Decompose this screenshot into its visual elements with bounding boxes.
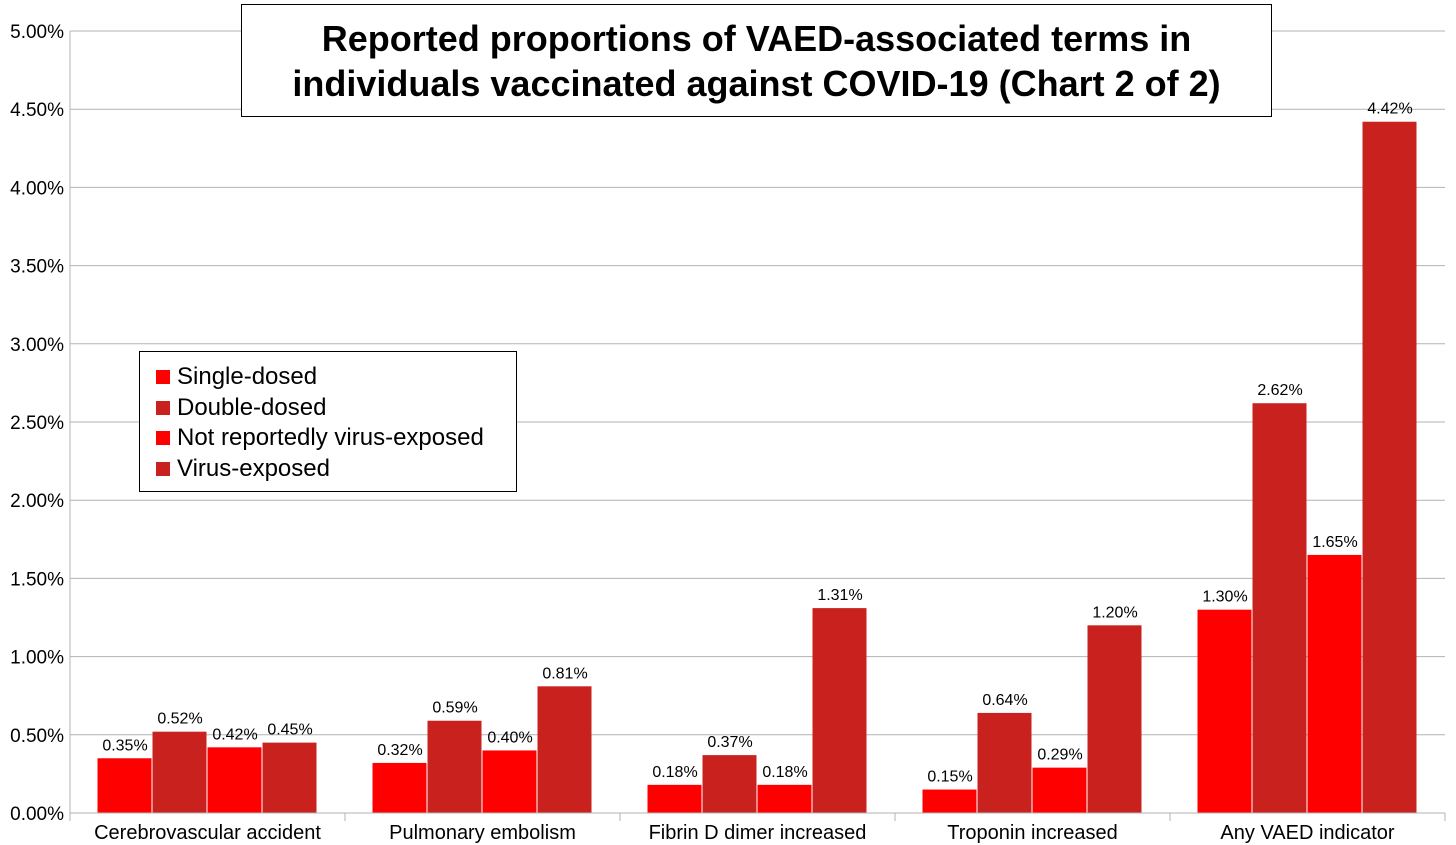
bar: [702, 755, 757, 813]
bar: [1307, 554, 1362, 813]
data-label: 1.30%: [1202, 589, 1247, 606]
y-tick-label: 0.50%: [10, 726, 64, 747]
y-tick-label: 1.00%: [10, 648, 64, 669]
legend-item: Virus-exposed: [156, 454, 516, 485]
y-tick-label: 0.00%: [10, 804, 64, 825]
y-tick-label: 3.50%: [10, 257, 64, 278]
bar: [97, 758, 152, 813]
data-label: 0.37%: [707, 734, 752, 751]
legend-swatch: [156, 400, 170, 415]
legend: Single-dosed Double-dosed Not reportedly v…: [139, 351, 517, 492]
y-tick-label: 4.50%: [10, 100, 64, 121]
bar: [1362, 121, 1417, 814]
bar: [1252, 403, 1307, 813]
data-label: 0.32%: [377, 742, 422, 759]
data-label: 0.15%: [927, 769, 972, 786]
data-label: 0.52%: [157, 711, 202, 728]
bars: [97, 121, 1417, 814]
y-tick-label: 2.00%: [10, 491, 64, 512]
chart-title: Reported proportions of VAED-associated …: [292, 17, 1221, 104]
x-axis-categories: Cerebrovascular accident Pulmonary emboli…: [69, 813, 1446, 844]
bar: [812, 608, 867, 813]
x-category-label: Pulmonary embolism: [389, 822, 576, 844]
data-label: 0.64%: [982, 692, 1027, 709]
data-label: 0.45%: [267, 722, 312, 739]
y-tick-label: 4.00%: [10, 178, 64, 199]
bar: [1032, 767, 1087, 813]
data-label: 0.42%: [212, 726, 257, 743]
bar: [757, 784, 812, 813]
legend-item: Not reportedly virus-exposed: [156, 423, 516, 454]
data-label: 1.31%: [817, 587, 862, 604]
y-tick-label: 5.00%: [10, 22, 64, 43]
data-label: 0.40%: [487, 729, 532, 746]
y-tick-label: 3.00%: [10, 335, 64, 356]
data-label: 2.62%: [1257, 382, 1302, 399]
chart-title-box: Reported proportions of VAED-associated …: [241, 4, 1272, 117]
data-label: 0.59%: [432, 700, 477, 717]
data-label: 0.81%: [542, 665, 587, 682]
bar: [1087, 625, 1142, 813]
legend-label: Not reportedly virus-exposed: [177, 424, 484, 452]
data-label: 0.18%: [762, 764, 807, 781]
x-category-label: Troponin increased: [947, 822, 1117, 844]
x-category-label: Any VAED indicator: [1220, 822, 1394, 844]
bar: [262, 742, 317, 813]
legend-item: Double-dosed: [156, 393, 516, 424]
bar: [372, 762, 427, 813]
bar: [647, 784, 702, 813]
data-label: 1.65%: [1312, 534, 1357, 551]
data-label: 0.35%: [102, 737, 147, 754]
bar: [152, 731, 207, 813]
data-labels: 0.35% 0.52% 0.42% 0.45% 0.32% 0.59% 0.40% 0.81%…: [102, 101, 1412, 786]
legend-swatch: [156, 461, 170, 476]
bar: [427, 720, 482, 813]
legend-item: Single-dosed: [156, 362, 516, 393]
y-tick-label: 1.50%: [10, 569, 64, 590]
bar: [1197, 609, 1252, 813]
y-axis-ticks: 0.00% 0.50% 1.00% 1.50% 2.00% 2.50% 3.00% 3.50%…: [10, 22, 64, 825]
data-label: 1.20%: [1092, 604, 1137, 621]
bar: [922, 789, 977, 813]
bar: [482, 750, 537, 813]
bar: [977, 712, 1032, 813]
x-category-label: Fibrin D dimer increased: [649, 822, 867, 844]
bar: [537, 686, 592, 813]
legend-label: Double-dosed: [177, 393, 327, 421]
legend-swatch: [156, 431, 170, 446]
data-label: 0.29%: [1037, 747, 1082, 764]
legend-swatch: [156, 370, 170, 385]
y-tick-label: 2.50%: [10, 413, 64, 434]
bar: [207, 747, 262, 813]
legend-label: Single-dosed: [177, 363, 318, 391]
data-label: 4.42%: [1367, 101, 1412, 118]
legend-label: Virus-exposed: [177, 454, 330, 482]
data-label: 0.18%: [652, 764, 697, 781]
x-category-label: Cerebrovascular accident: [94, 822, 321, 844]
